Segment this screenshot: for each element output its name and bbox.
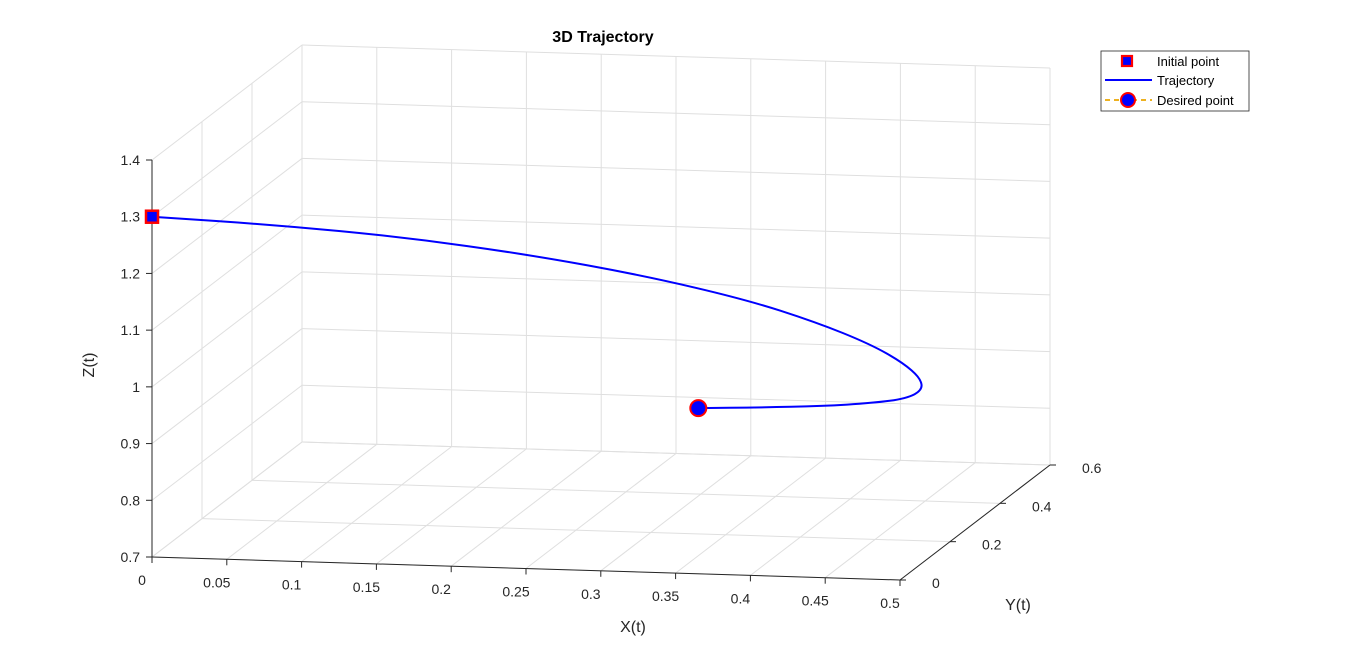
z-tick-label: 1.4 bbox=[121, 152, 141, 168]
grid-line bbox=[227, 444, 377, 559]
x-tick-label: 0.2 bbox=[431, 581, 451, 597]
y-tick-label: 0.2 bbox=[982, 537, 1002, 553]
x-tick-label: 0.25 bbox=[502, 584, 529, 600]
legend-label-initial-point: Initial point bbox=[1157, 54, 1220, 69]
x-tick-label: 0.4 bbox=[731, 590, 751, 606]
y-axis-label: Y(t) bbox=[1005, 597, 1031, 614]
grid-line bbox=[152, 329, 302, 444]
grid-line bbox=[302, 447, 452, 562]
data-series bbox=[146, 211, 922, 416]
z-tick-label: 0.9 bbox=[121, 436, 141, 452]
z-tick-label: 0.7 bbox=[121, 549, 141, 565]
legend-label-desired-point: Desired point bbox=[1157, 93, 1234, 108]
x-tick-label: 0.15 bbox=[353, 579, 380, 595]
initial-point-marker bbox=[146, 211, 158, 223]
grid-line bbox=[676, 458, 826, 573]
grid-line bbox=[152, 102, 302, 217]
z-tick-label: 1.1 bbox=[121, 322, 141, 338]
grid-line bbox=[152, 215, 302, 330]
grid-line bbox=[601, 456, 751, 571]
legend-marker-desired-point bbox=[1121, 93, 1135, 107]
grid-line bbox=[152, 158, 302, 273]
z-axis-label: Z(t) bbox=[81, 353, 98, 378]
trajectory-line bbox=[152, 217, 922, 408]
grid-line bbox=[376, 449, 526, 564]
legend-marker-initial-point bbox=[1122, 56, 1132, 66]
z-tick-label: 0.8 bbox=[121, 492, 141, 508]
z-tick-label: 1.3 bbox=[121, 209, 141, 225]
legend-label-trajectory: Trajectory bbox=[1157, 73, 1215, 88]
grid-line bbox=[451, 451, 601, 566]
grid-line bbox=[750, 460, 900, 575]
y-tick-label: 0.6 bbox=[1082, 460, 1102, 476]
x-tick-label: 0 bbox=[138, 572, 146, 588]
z-tick-label: 1.2 bbox=[121, 265, 141, 281]
grid-line bbox=[252, 480, 1000, 503]
grid-line bbox=[202, 519, 950, 542]
x-tick-label: 0.05 bbox=[203, 574, 230, 590]
grid-line bbox=[152, 385, 302, 500]
x-axis-label: X(t) bbox=[620, 619, 646, 636]
grid-line bbox=[152, 45, 302, 160]
y-tick-label: 0.4 bbox=[1032, 498, 1052, 514]
grid-line bbox=[152, 442, 302, 557]
grid-lines bbox=[152, 45, 1050, 580]
x-tick-label: 0.45 bbox=[802, 593, 829, 609]
y-axis-line bbox=[900, 465, 1050, 580]
grid-line bbox=[825, 463, 975, 578]
y-tick-label: 0 bbox=[932, 575, 940, 591]
x-tick-label: 0.5 bbox=[880, 595, 900, 611]
x-tick-label: 0.1 bbox=[282, 577, 302, 593]
z-tick-label: 1 bbox=[132, 379, 140, 395]
x-tick-label: 0.3 bbox=[581, 586, 601, 602]
legend: Initial point Trajectory Desired point bbox=[1101, 51, 1249, 111]
chart-title: 3D Trajectory bbox=[552, 29, 653, 46]
x-tick-label: 0.35 bbox=[652, 588, 679, 604]
grid-line bbox=[152, 272, 302, 387]
grid-line bbox=[526, 454, 676, 569]
desired-point-marker bbox=[690, 400, 706, 416]
